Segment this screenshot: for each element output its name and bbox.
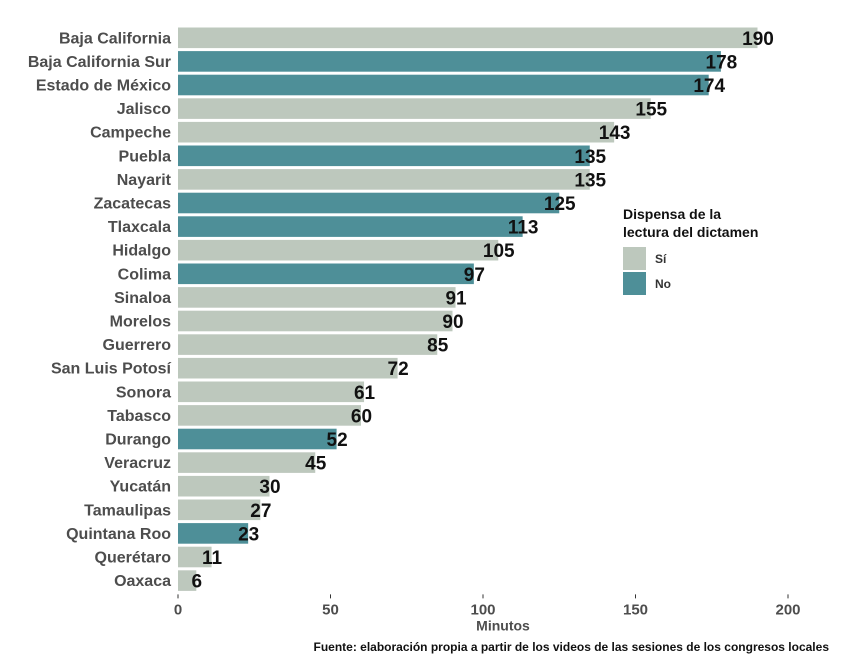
category-label: Tamaulipas: [84, 502, 171, 519]
bar: [178, 145, 590, 167]
legend-swatch: [623, 272, 646, 295]
category-label: Yucatán: [110, 479, 171, 496]
category-label: Jalisco: [117, 101, 171, 118]
bar: [178, 334, 438, 355]
data-label: 97: [464, 265, 485, 286]
category-label: Morelos: [110, 314, 171, 331]
category-label: Veracruz: [104, 455, 171, 472]
x-axis-title: Minutos: [476, 617, 530, 633]
bar: [178, 192, 560, 214]
category-labels: Baja California Baja California Sur Estado…: [28, 30, 172, 590]
bar: [178, 263, 474, 285]
bar: [178, 523, 249, 544]
data-label: 23: [238, 524, 259, 545]
category-label: Nayarit: [117, 172, 172, 189]
legend-title-line-2: lectura del dictamen: [623, 224, 758, 240]
data-label: 61: [354, 383, 376, 404]
bar: [178, 310, 453, 332]
category-label: Guerrero: [103, 337, 172, 354]
legend-label: No: [655, 277, 671, 291]
category-label: San Luis Potosí: [51, 361, 172, 378]
data-label: 45: [305, 454, 327, 475]
category-label: Oaxaca: [114, 573, 171, 590]
category-label: Baja California: [59, 30, 171, 47]
bar: [178, 169, 590, 190]
data-label: 143: [599, 123, 631, 144]
bar: [178, 452, 316, 473]
category-label: Puebla: [119, 148, 172, 165]
data-label: 178: [706, 52, 738, 73]
data-label: 105: [483, 241, 515, 262]
bar: [178, 570, 197, 591]
data-label: 113: [508, 218, 539, 239]
x-tick-label: 150: [623, 601, 648, 618]
data-label: 6: [192, 572, 203, 593]
x-tick-label: 0: [174, 601, 182, 618]
bar: [178, 499, 261, 521]
category-label: Sonora: [116, 384, 171, 401]
data-label: 135: [574, 147, 606, 168]
source-caption: Fuente: elaboración propia a partir de l…: [313, 640, 829, 654]
legend-entries: Sí No: [623, 247, 671, 295]
data-label: 85: [427, 336, 449, 357]
legend-swatch: [623, 247, 646, 270]
data-label: 72: [388, 359, 409, 380]
data-label: 190: [742, 29, 774, 50]
data-label: 60: [351, 406, 372, 427]
x-tick-label: 200: [775, 601, 800, 618]
category-label: Campeche: [90, 125, 171, 142]
bar: [178, 475, 270, 497]
data-label: 155: [635, 100, 667, 121]
category-label: Zacatecas: [94, 196, 171, 213]
data-label: 27: [250, 501, 271, 522]
x-tick-label: 100: [470, 601, 495, 618]
bars-group: [178, 27, 758, 591]
category-label: Sinaloa: [114, 290, 171, 307]
category-label: Tlaxcala: [108, 219, 171, 236]
x-tick-label: 50: [322, 601, 339, 618]
category-label: Durango: [105, 432, 171, 449]
bar: [178, 74, 709, 96]
bar: [178, 428, 337, 450]
bar: [178, 287, 456, 308]
bar: [178, 27, 758, 49]
category-label: Querétaro: [95, 550, 172, 567]
legend: Dispensa de la lectura del dictamen Sí No: [623, 206, 758, 295]
bar: [178, 121, 615, 143]
bar: [178, 381, 365, 403]
data-label: 11: [202, 548, 223, 569]
category-label: Colima: [118, 266, 171, 283]
data-label: 91: [445, 288, 467, 309]
data-label: 30: [259, 477, 280, 498]
bar: [178, 546, 212, 568]
bar: [178, 51, 721, 72]
x-axis: 0 50 100 150 200: [174, 594, 801, 618]
data-label: 135: [574, 170, 606, 191]
bar: [178, 216, 523, 237]
legend-label: Sí: [655, 252, 667, 266]
category-label: Tabasco: [107, 408, 171, 425]
category-label: Quintana Roo: [66, 526, 171, 543]
legend-title-line-1: Dispensa de la: [623, 206, 721, 222]
data-label: 90: [442, 312, 463, 333]
data-label: 174: [693, 76, 725, 97]
bar: [178, 239, 499, 261]
bar: [178, 98, 651, 119]
bar: [178, 405, 361, 426]
category-label: Hidalgo: [112, 243, 171, 260]
bar: [178, 357, 398, 379]
data-label: 125: [544, 194, 576, 215]
category-label: Estado de México: [36, 78, 171, 95]
category-label: Baja California Sur: [28, 54, 171, 71]
data-label: 52: [327, 430, 348, 451]
